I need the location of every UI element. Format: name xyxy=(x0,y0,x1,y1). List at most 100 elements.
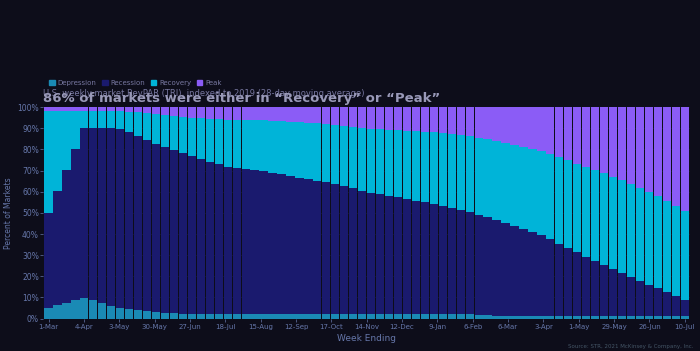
Bar xyxy=(501,223,510,316)
Bar xyxy=(206,314,214,319)
Bar xyxy=(331,125,340,184)
Bar xyxy=(484,217,491,315)
Bar xyxy=(340,314,349,319)
Bar xyxy=(519,229,528,317)
Bar xyxy=(251,120,259,170)
Bar xyxy=(241,107,250,120)
Bar xyxy=(125,132,133,309)
Bar xyxy=(385,130,393,196)
Bar xyxy=(107,107,116,111)
Bar xyxy=(591,170,599,261)
Bar xyxy=(672,317,680,319)
Bar xyxy=(412,131,420,200)
Bar xyxy=(519,317,528,319)
Bar xyxy=(456,314,465,319)
Bar xyxy=(206,162,214,314)
Bar xyxy=(555,244,564,317)
Bar xyxy=(232,314,241,319)
Bar xyxy=(591,261,599,317)
Bar xyxy=(107,128,116,306)
Bar xyxy=(385,107,393,130)
Bar xyxy=(206,107,214,119)
Bar xyxy=(402,107,411,131)
Bar xyxy=(582,167,590,257)
Bar xyxy=(609,317,617,319)
Bar xyxy=(313,181,321,314)
Bar xyxy=(277,174,286,314)
Bar xyxy=(555,157,564,244)
Bar xyxy=(645,285,653,317)
Bar xyxy=(672,107,680,206)
Bar xyxy=(501,143,510,223)
Bar xyxy=(510,107,519,145)
Bar xyxy=(600,173,608,265)
Bar xyxy=(627,317,635,319)
Bar xyxy=(439,107,447,133)
Bar xyxy=(170,150,178,313)
Bar xyxy=(591,107,599,170)
Bar xyxy=(645,317,653,319)
Bar xyxy=(376,107,384,129)
Bar xyxy=(188,107,196,118)
Bar xyxy=(680,107,689,211)
Bar xyxy=(680,211,689,299)
Bar xyxy=(134,136,142,310)
Bar xyxy=(475,138,483,215)
Bar xyxy=(241,314,250,319)
Bar xyxy=(89,300,97,319)
Bar xyxy=(260,314,267,319)
Bar xyxy=(295,178,304,314)
Bar xyxy=(510,226,519,317)
Bar xyxy=(367,314,375,319)
Bar xyxy=(197,118,205,159)
Bar xyxy=(600,317,608,319)
Bar xyxy=(178,153,187,314)
Bar xyxy=(44,107,52,111)
Bar xyxy=(456,135,465,210)
Bar xyxy=(107,306,116,319)
Bar xyxy=(71,111,80,148)
Bar xyxy=(125,107,133,112)
Bar xyxy=(456,210,465,314)
Bar xyxy=(402,131,411,199)
Bar xyxy=(573,317,582,319)
Bar xyxy=(286,314,295,319)
Bar xyxy=(493,220,500,316)
Bar xyxy=(295,122,304,178)
Bar xyxy=(501,107,510,143)
Bar xyxy=(412,200,420,314)
Bar xyxy=(178,117,187,153)
Bar xyxy=(331,314,340,319)
Bar xyxy=(663,292,671,317)
Bar xyxy=(44,111,52,213)
Bar xyxy=(62,170,71,303)
Bar xyxy=(268,314,277,319)
Bar xyxy=(358,107,366,128)
Bar xyxy=(260,107,267,120)
Bar xyxy=(223,120,232,167)
Bar xyxy=(367,107,375,128)
Bar xyxy=(251,107,259,120)
Bar xyxy=(80,111,88,128)
Bar xyxy=(277,107,286,121)
Bar xyxy=(538,317,545,319)
Bar xyxy=(260,171,267,314)
Bar xyxy=(89,128,97,300)
Bar xyxy=(448,134,456,208)
Bar xyxy=(170,313,178,319)
Bar xyxy=(421,132,429,202)
Bar xyxy=(609,177,617,270)
Bar xyxy=(466,137,474,212)
Bar xyxy=(152,312,160,319)
Bar xyxy=(295,314,304,319)
Bar xyxy=(143,311,151,319)
Bar xyxy=(322,314,330,319)
Bar xyxy=(618,273,626,317)
Bar xyxy=(331,107,340,125)
Bar xyxy=(430,314,438,319)
Bar xyxy=(71,107,80,111)
Bar xyxy=(421,314,429,319)
Bar xyxy=(636,317,644,319)
Bar xyxy=(582,107,590,167)
Bar xyxy=(268,107,277,120)
